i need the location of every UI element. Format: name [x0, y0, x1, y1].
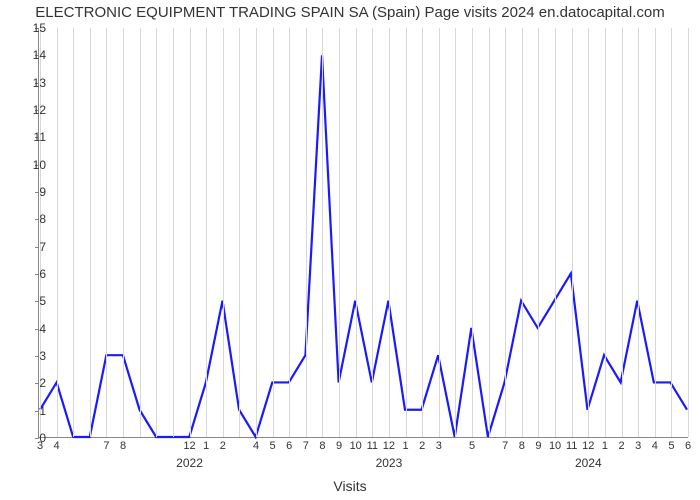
grid-line-vertical: [472, 28, 473, 437]
x-tick-label: 2: [220, 440, 226, 452]
grid-line-vertical: [406, 28, 407, 437]
x-tick-label: 11: [367, 440, 378, 452]
x-tick-label: 5: [270, 440, 276, 452]
grid-line-vertical: [106, 28, 107, 437]
x-tick-label: 3: [436, 440, 442, 452]
y-tick-label: 10: [16, 158, 46, 172]
x-tick-label: 9: [535, 440, 541, 452]
x-tick-label: 2: [419, 440, 425, 452]
x-tick-label: 1: [203, 440, 209, 452]
y-tick-label: 11: [16, 130, 46, 144]
grid-line-vertical: [522, 28, 523, 437]
x-tick-label: 11: [566, 440, 577, 452]
y-tick-label: 2: [16, 376, 46, 390]
grid-line-vertical: [156, 28, 157, 437]
x-tick-label: 2: [618, 440, 624, 452]
y-tick-label: 8: [16, 212, 46, 226]
chart-title: ELECTRONIC EQUIPMENT TRADING SPAIN SA (S…: [0, 4, 700, 21]
grid-line-vertical: [123, 28, 124, 437]
x-tick-label: 10: [549, 440, 561, 452]
grid-line-vertical: [206, 28, 207, 437]
grid-line-vertical: [572, 28, 573, 437]
y-tick-label: 6: [16, 267, 46, 281]
x-tick-label: 3: [635, 440, 641, 452]
x-tick-label: 6: [685, 440, 691, 452]
visits-line-chart: ELECTRONIC EQUIPMENT TRADING SPAIN SA (S…: [0, 0, 700, 500]
x-tick-label: 4: [54, 440, 60, 452]
grid-line-vertical: [489, 28, 490, 437]
grid-line-vertical: [140, 28, 141, 437]
x-axis-label: Visits: [0, 478, 700, 494]
grid-line-vertical: [688, 28, 689, 437]
y-tick-label: 15: [16, 21, 46, 35]
grid-line-vertical: [555, 28, 556, 437]
grid-line-vertical: [173, 28, 174, 437]
grid-line-vertical: [73, 28, 74, 437]
grid-line-vertical: [306, 28, 307, 437]
y-tick-label: 9: [16, 185, 46, 199]
x-tick-label: 12: [582, 440, 594, 452]
x-year-label: 2023: [376, 456, 403, 470]
grid-line-vertical: [588, 28, 589, 437]
grid-line-vertical: [372, 28, 373, 437]
grid-line-vertical: [223, 28, 224, 437]
grid-line-vertical: [256, 28, 257, 437]
y-tick-label: 12: [16, 103, 46, 117]
y-tick-label: 4: [16, 322, 46, 336]
x-tick-label: 7: [103, 440, 109, 452]
line-series: [39, 28, 688, 437]
grid-line-vertical: [538, 28, 539, 437]
visits-line: [40, 55, 687, 437]
x-tick-label: 5: [469, 440, 475, 452]
x-tick-label: 5: [668, 440, 674, 452]
grid-line-vertical: [622, 28, 623, 437]
x-tick-label: 12: [383, 440, 395, 452]
grid-line-vertical: [389, 28, 390, 437]
grid-line-vertical: [322, 28, 323, 437]
x-year-label: 2024: [575, 456, 602, 470]
grid-line-vertical: [190, 28, 191, 437]
x-tick-label: 10: [350, 440, 362, 452]
x-tick-label: 7: [303, 440, 309, 452]
grid-line-vertical: [455, 28, 456, 437]
x-tick-label: 6: [286, 440, 292, 452]
grid-line-vertical: [239, 28, 240, 437]
grid-line-vertical: [422, 28, 423, 437]
y-tick-label: 14: [16, 48, 46, 62]
x-tick-label: 7: [502, 440, 508, 452]
x-tick-label: 4: [253, 440, 259, 452]
grid-line-vertical: [339, 28, 340, 437]
x-tick-label: 4: [652, 440, 658, 452]
grid-line-vertical: [57, 28, 58, 437]
grid-line-vertical: [655, 28, 656, 437]
y-tick-label: 7: [16, 240, 46, 254]
grid-line-vertical: [505, 28, 506, 437]
x-tick-label: 1: [602, 440, 608, 452]
x-tick-label: 9: [336, 440, 342, 452]
grid-line-vertical: [605, 28, 606, 437]
y-tick-label: 13: [16, 76, 46, 90]
grid-line-vertical: [90, 28, 91, 437]
y-tick-label: 0: [16, 431, 46, 445]
grid-line-vertical: [439, 28, 440, 437]
y-tick-label: 5: [16, 294, 46, 308]
x-tick-label: 1: [402, 440, 408, 452]
x-year-label: 2022: [176, 456, 203, 470]
x-tick-label: 8: [120, 440, 126, 452]
grid-line-vertical: [273, 28, 274, 437]
plot-area: 3478121245678910111212357891011121234562…: [38, 28, 688, 438]
x-tick-label: 12: [183, 440, 195, 452]
grid-line-vertical: [289, 28, 290, 437]
grid-line-vertical: [356, 28, 357, 437]
y-tick-label: 3: [16, 349, 46, 363]
grid-line-vertical: [638, 28, 639, 437]
x-tick-label: 8: [319, 440, 325, 452]
y-tick-label: 1: [16, 404, 46, 418]
x-tick-label: 8: [519, 440, 525, 452]
grid-line-vertical: [671, 28, 672, 437]
